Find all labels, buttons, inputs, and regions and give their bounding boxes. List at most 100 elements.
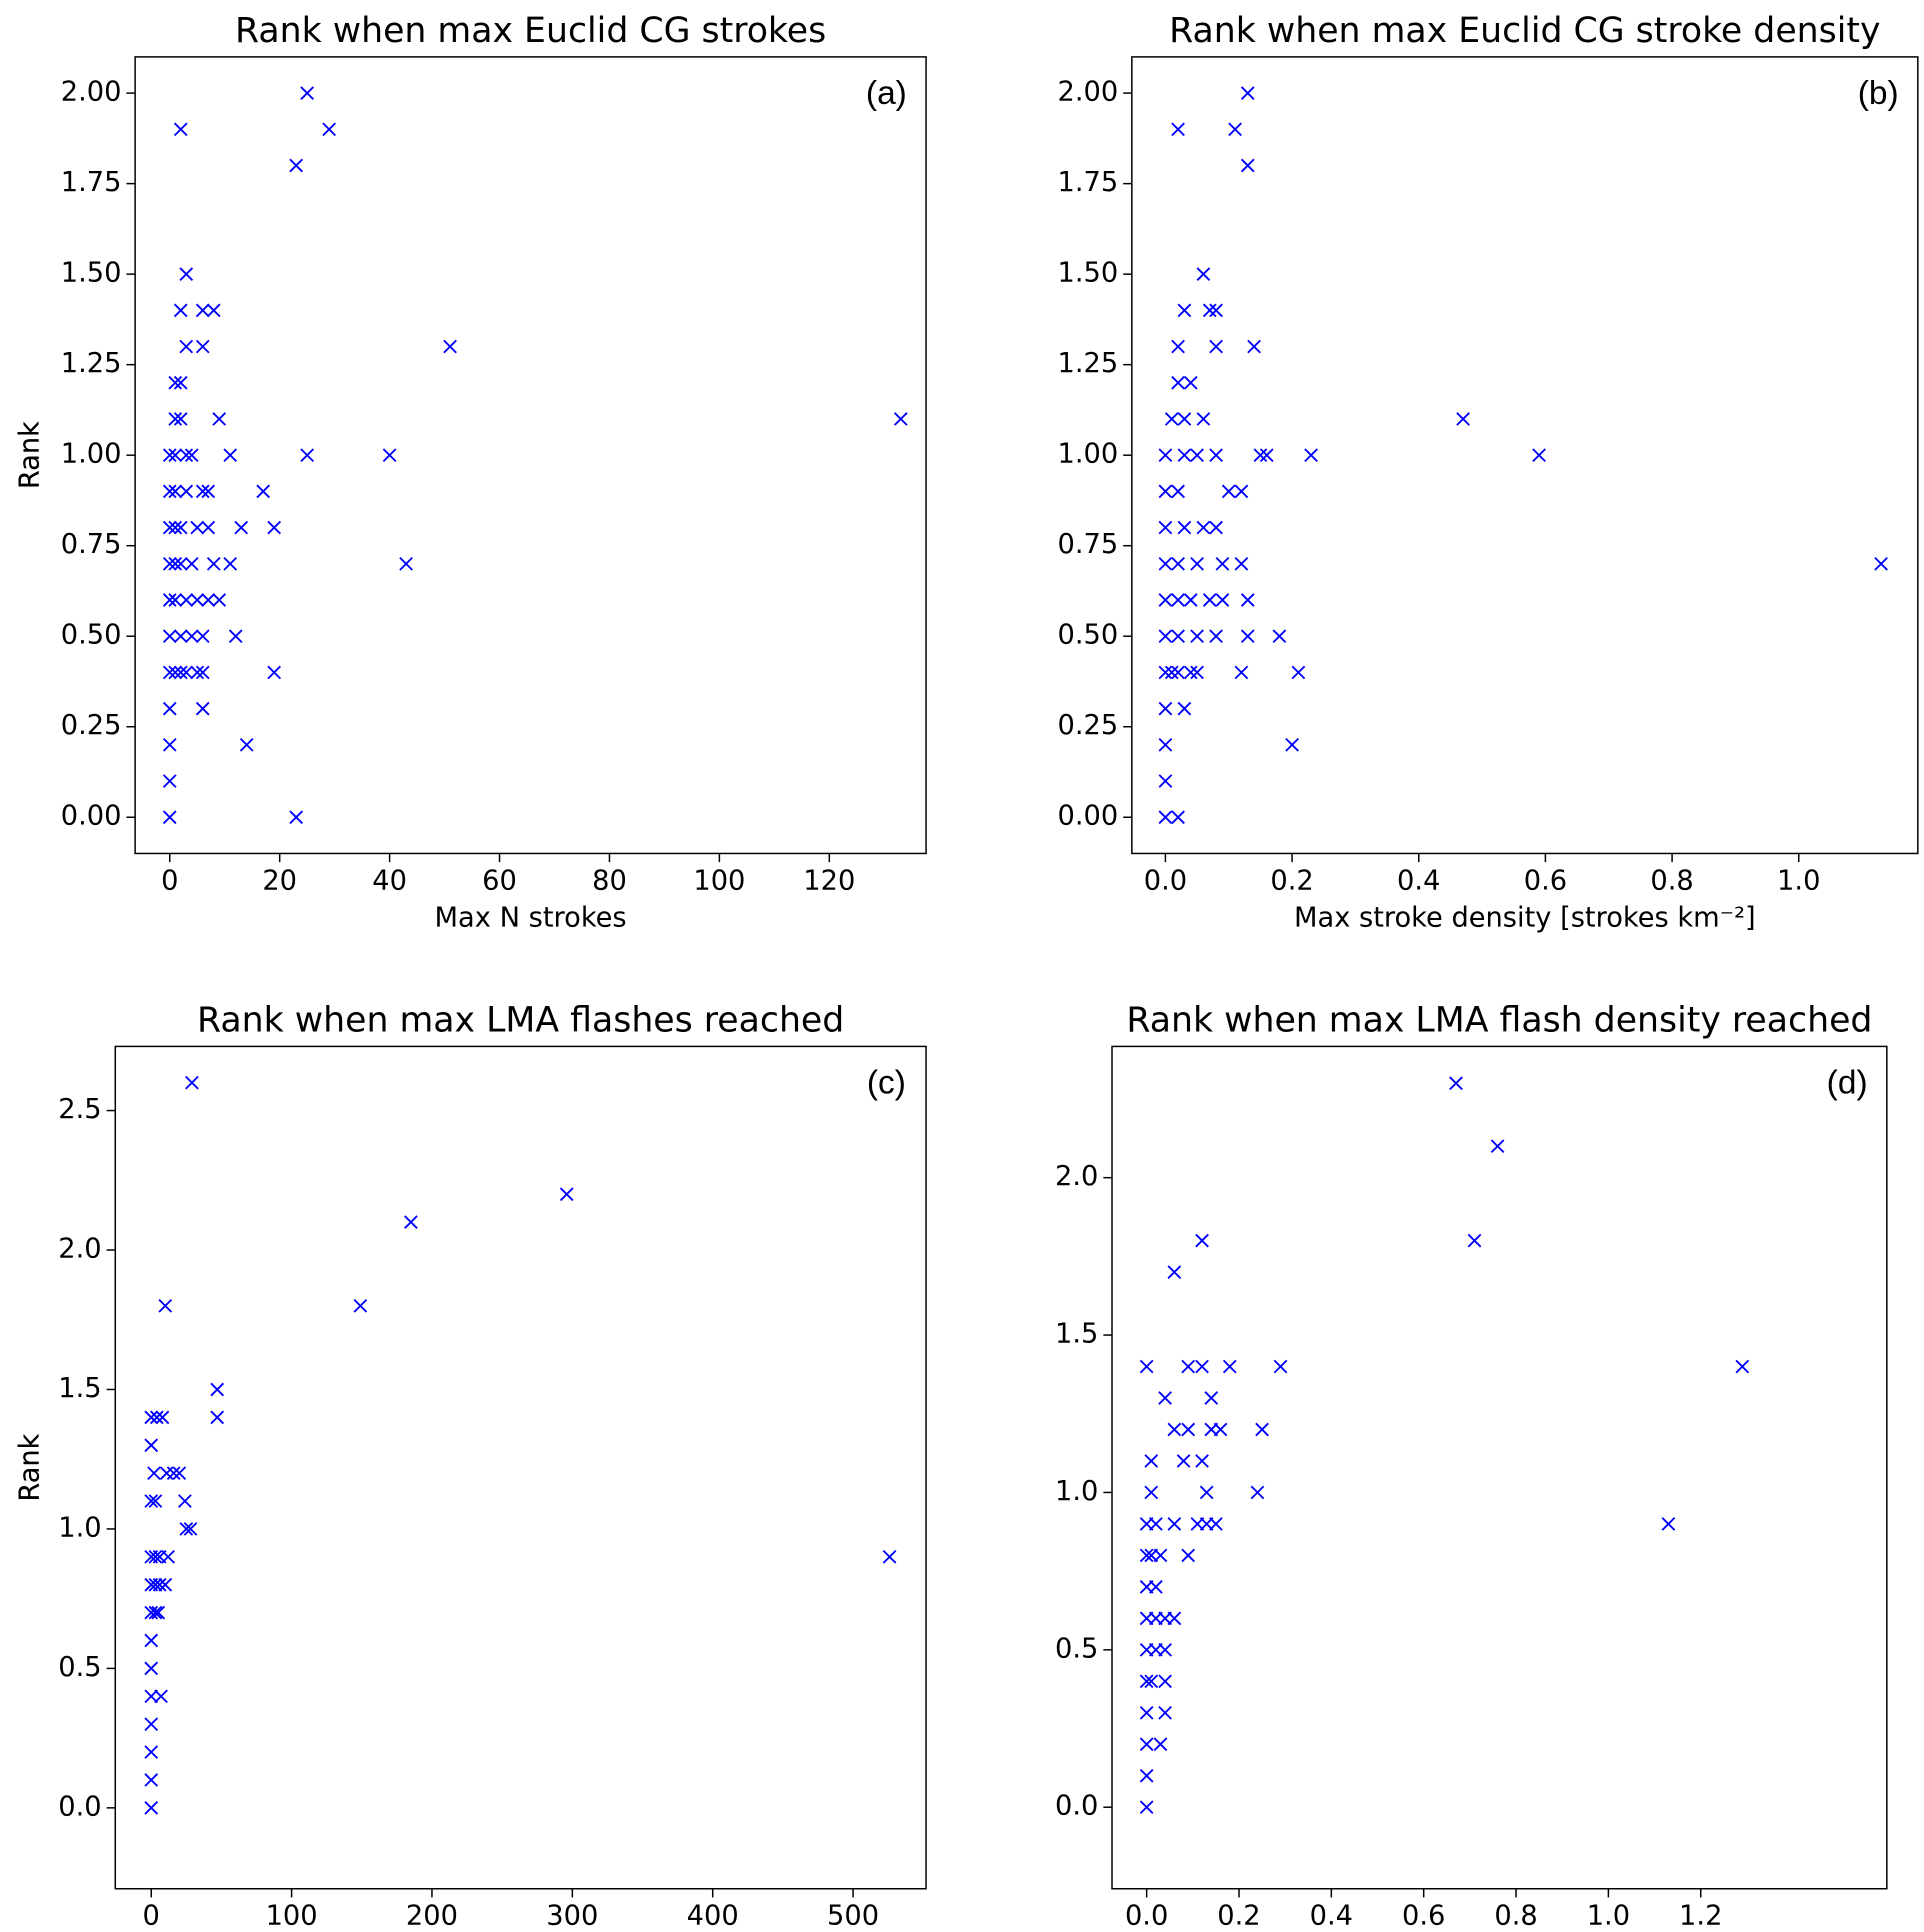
marker — [1204, 1391, 1219, 1405]
marker — [195, 701, 210, 716]
marker — [148, 1494, 163, 1508]
marker — [173, 629, 188, 644]
marker — [1153, 1548, 1168, 1563]
marker — [147, 1466, 161, 1481]
y-axis-label: Rank — [14, 421, 45, 489]
marker — [443, 339, 457, 354]
marker — [1195, 1454, 1209, 1468]
marker — [1291, 665, 1306, 680]
y-tick-label: 0.5 — [58, 1652, 101, 1683]
marker — [190, 520, 205, 535]
y-tick-label: 0.0 — [1055, 1791, 1098, 1822]
y-axis-label: Rank — [14, 1433, 45, 1501]
marker — [1215, 556, 1230, 571]
marker — [1167, 1611, 1182, 1626]
marker — [1202, 303, 1217, 318]
y-tick-label: 0.25 — [1058, 710, 1119, 741]
marker — [1139, 1705, 1154, 1720]
marker — [1285, 737, 1299, 752]
marker — [168, 520, 183, 535]
y-tick-label: 0.0 — [58, 1791, 101, 1822]
x-tick-label: 500 — [827, 1901, 879, 1932]
marker — [168, 593, 183, 607]
marker — [144, 1438, 159, 1453]
marker — [1171, 375, 1185, 390]
y-tick-label: 1.5 — [1055, 1319, 1098, 1350]
x-tick-label: 0.0 — [1125, 1901, 1168, 1932]
marker — [300, 86, 315, 100]
x-tick-label: 0 — [143, 1901, 160, 1932]
marker — [195, 339, 210, 354]
marker — [158, 1577, 173, 1592]
marker — [190, 665, 205, 680]
marker — [1171, 122, 1185, 137]
marker — [1240, 158, 1255, 173]
marker — [1139, 1548, 1154, 1563]
y-tick-label: 1.00 — [1058, 439, 1119, 470]
y-tick-label: 0.75 — [1058, 529, 1119, 560]
marker — [162, 701, 177, 716]
marker — [1234, 484, 1249, 499]
marker — [179, 593, 194, 607]
marker — [228, 629, 243, 644]
x-tick-label: 0 — [161, 865, 178, 896]
marker — [144, 1661, 159, 1676]
marker — [1195, 1359, 1209, 1374]
x-tick-label: 60 — [482, 865, 517, 896]
marker — [399, 556, 413, 571]
marker — [1449, 1076, 1463, 1091]
marker — [1209, 520, 1223, 535]
marker — [195, 484, 210, 499]
marker — [1240, 629, 1255, 644]
marker — [1158, 593, 1173, 607]
y-tick-label: 1.25 — [61, 348, 122, 379]
marker — [179, 339, 194, 354]
marker — [322, 122, 337, 137]
marker — [162, 810, 177, 825]
marker — [152, 1577, 167, 1592]
marker — [144, 1494, 159, 1508]
x-tick-label: 0.6 — [1524, 865, 1567, 896]
marker — [1222, 1359, 1237, 1374]
y-tick-label: 1.75 — [1058, 167, 1119, 198]
y-tick-label: 2.0 — [58, 1234, 101, 1265]
marker — [1177, 701, 1192, 716]
panel-annotation: (a) — [866, 75, 907, 112]
marker — [1532, 448, 1546, 463]
marker — [144, 1773, 159, 1787]
marker — [1158, 737, 1173, 752]
marker — [168, 375, 183, 390]
marker — [1209, 339, 1223, 354]
marker — [1158, 1674, 1172, 1689]
marker — [1247, 339, 1261, 354]
x-tick-label: 0.2 — [1270, 865, 1313, 896]
marker — [289, 810, 304, 825]
marker — [179, 1522, 194, 1536]
marker — [239, 737, 254, 752]
y-tick-label: 1.25 — [1058, 348, 1119, 379]
x-tick-label: 120 — [803, 865, 855, 896]
marker — [1158, 774, 1173, 788]
panel-annotation: (c) — [867, 1065, 906, 1102]
x-tick-label: 0.8 — [1650, 865, 1693, 896]
marker — [162, 737, 177, 752]
marker — [195, 665, 210, 680]
marker — [1196, 412, 1211, 426]
marker — [1158, 629, 1173, 644]
marker — [1183, 375, 1198, 390]
marker — [149, 1410, 164, 1425]
marker — [151, 1605, 166, 1620]
x-tick-label: 300 — [546, 1901, 598, 1932]
marker — [1144, 1674, 1159, 1689]
marker — [1190, 556, 1204, 571]
marker — [1139, 1800, 1154, 1815]
marker — [184, 556, 199, 571]
y-tick-label: 1.75 — [61, 167, 122, 198]
marker — [1177, 520, 1192, 535]
x-tick-label: 1.0 — [1777, 865, 1820, 896]
marker — [1171, 629, 1185, 644]
marker — [162, 484, 177, 499]
marker — [1158, 810, 1173, 825]
marker — [1139, 1737, 1154, 1752]
